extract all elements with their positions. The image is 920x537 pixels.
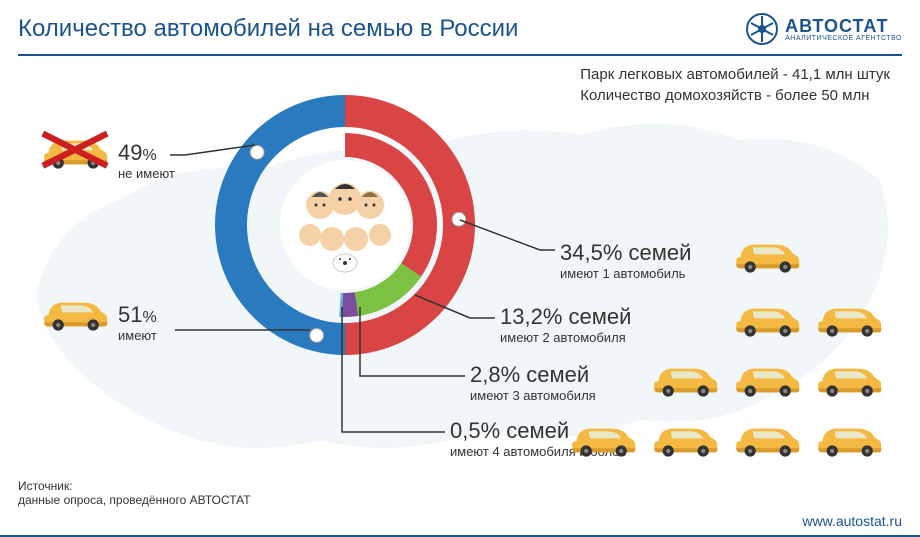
donut-chart	[210, 90, 480, 360]
label-have-car: 51% имеют	[118, 302, 157, 344]
subtitle-line-1: Парк легковых автомобилей - 41,1 млн шту…	[580, 64, 890, 85]
car-icon-3-2	[814, 356, 884, 402]
site-url: www.autostat.ru	[802, 513, 902, 529]
subtitle-block: Парк легковых автомобилей - 41,1 млн шту…	[580, 64, 890, 106]
car-icon-4-0	[568, 416, 638, 462]
source: Источник: данные опроса, проведённого АВ…	[18, 479, 251, 507]
logo: АВТОСТАТ АНАЛИТИЧЕСКОЕ АГЕНТСТВО	[745, 12, 902, 46]
logo-text-sub: АНАЛИТИЧЕСКОЕ АГЕНТСТВО	[785, 35, 902, 42]
car-icon-3-0	[650, 356, 720, 402]
label-no-car: 49% не имеют	[118, 140, 175, 182]
page-title: Количество автомобилей на семью в России	[18, 15, 518, 43]
car-icon-have	[40, 290, 110, 336]
car-icon-2-1	[814, 296, 884, 342]
logo-icon	[745, 12, 779, 46]
car-icon-4-2	[732, 416, 802, 462]
car-icon-1	[732, 232, 802, 278]
car-icon-none	[40, 128, 110, 174]
car-icon-4-1	[650, 416, 720, 462]
logo-text-main: АВТОСТАТ	[785, 17, 902, 35]
label-two-cars: 13,2% семей имеют 2 автомобиля	[500, 304, 631, 346]
family-illustration	[280, 160, 410, 290]
subtitle-line-2: Количество домохозяйств - более 50 млн	[580, 85, 890, 106]
car-icon-4-3	[814, 416, 884, 462]
car-icon-2-0	[732, 296, 802, 342]
label-three-cars: 2,8% семей имеют 3 автомобиля	[470, 362, 596, 404]
label-one-car: 34,5% семей имеют 1 автомобиль	[560, 240, 691, 282]
car-icon-3-1	[732, 356, 802, 402]
